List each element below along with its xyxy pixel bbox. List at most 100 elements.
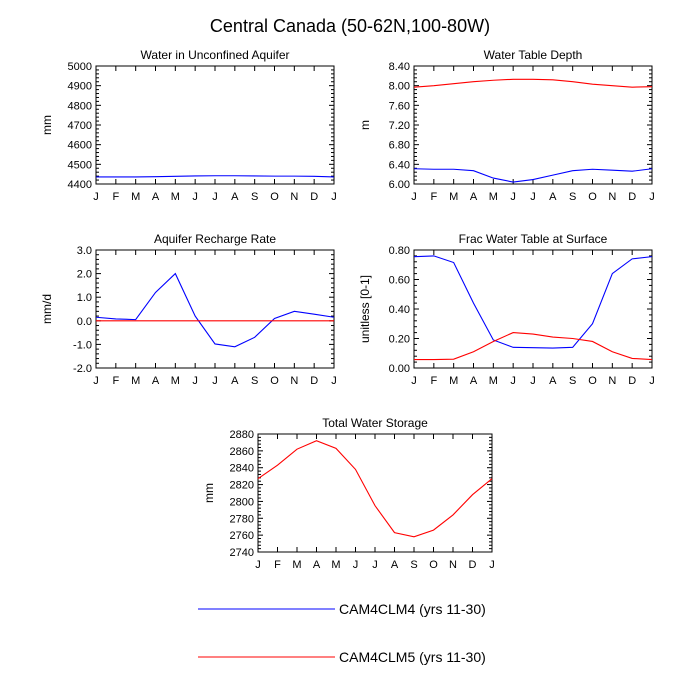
x-tick-label: D bbox=[310, 191, 318, 203]
y-tick-label: 2.0 bbox=[77, 269, 92, 281]
x-tick-label: M bbox=[171, 375, 180, 387]
x-tick-label: F bbox=[112, 191, 119, 203]
x-tick-label: F bbox=[430, 375, 437, 387]
x-tick-label: N bbox=[608, 375, 616, 387]
panel-water-table-depth: Water Table Depth m 6.00 6.40 6.80 7.20 7.60 8.… bbox=[358, 48, 655, 203]
x-tick-label: A bbox=[470, 191, 478, 203]
series-line-cam4clm5 bbox=[257, 440, 493, 538]
x-tick-label: M bbox=[131, 191, 140, 203]
y-tick-label: 0.40 bbox=[389, 304, 410, 316]
x-tick-label: S bbox=[569, 191, 576, 203]
x-tick-label: S bbox=[410, 559, 417, 571]
legend-label-cam4clm5: CAM4CLM5 (yrs 11-30) bbox=[339, 649, 486, 665]
x-tick-label: O bbox=[588, 375, 597, 387]
y-tick-label: 3.0 bbox=[77, 245, 92, 257]
panel-title: Water Table Depth bbox=[484, 48, 583, 62]
x-tick-label: J bbox=[530, 191, 536, 203]
y-tick-label: 2840 bbox=[230, 463, 254, 475]
y-tick-label: 0.00 bbox=[389, 363, 410, 375]
x-tick-label: J bbox=[331, 191, 337, 203]
x-tick-label: J bbox=[353, 559, 359, 571]
y-tick-label: 0.80 bbox=[389, 245, 410, 257]
panel-title: Total Water Storage bbox=[322, 416, 428, 430]
x-tick-label: J bbox=[192, 375, 198, 387]
panel-title: Aquifer Recharge Rate bbox=[154, 232, 276, 246]
x-tick-label: M bbox=[171, 191, 180, 203]
panel-title: Frac Water Table at Surface bbox=[459, 232, 608, 246]
y-tick-label: 7.20 bbox=[389, 120, 410, 132]
x-tick-label: O bbox=[588, 191, 597, 203]
y-tick-label: 1.0 bbox=[77, 292, 92, 304]
y-tick-label: 6.40 bbox=[389, 159, 410, 171]
legend: CAM4CLM4 (yrs 11-30) CAM4CLM5 (yrs 11-30… bbox=[198, 601, 486, 665]
x-tick-label: M bbox=[489, 191, 498, 203]
x-tick-label: F bbox=[274, 559, 281, 571]
x-tick-label: N bbox=[290, 191, 298, 203]
x-tick-label: O bbox=[270, 375, 279, 387]
x-tick-label: M bbox=[449, 191, 458, 203]
y-tick-label: 4700 bbox=[68, 120, 92, 132]
y-tick-label: 8.40 bbox=[389, 61, 410, 73]
series-line-cam4clm4 bbox=[96, 175, 335, 178]
x-tick-label: D bbox=[628, 191, 636, 203]
y-tick-label: 2760 bbox=[230, 530, 254, 542]
x-tick-label: A bbox=[549, 191, 557, 203]
series-line-cam4clm4 bbox=[413, 255, 653, 349]
x-tick-label: J bbox=[255, 559, 261, 571]
panel-water-in-unconfined-aquifer: Water in Unconfined Aquifer mm 4400 4500 460… bbox=[40, 48, 337, 203]
y-tick-label: 5000 bbox=[68, 61, 92, 73]
x-tick-label: J bbox=[192, 191, 198, 203]
x-tick-label: J bbox=[372, 559, 378, 571]
y-tick-label: 2880 bbox=[230, 429, 254, 441]
y-tick-label: 0.60 bbox=[389, 275, 410, 287]
series-line-cam4clm4 bbox=[95, 272, 335, 348]
series-line-cam4clm5 bbox=[414, 332, 653, 361]
y-tick-label: 8.00 bbox=[389, 81, 410, 93]
x-tick-label: J bbox=[510, 191, 516, 203]
x-tick-label: A bbox=[152, 191, 160, 203]
x-tick-label: N bbox=[449, 559, 457, 571]
series-line-cam4clm5 bbox=[413, 78, 653, 88]
y-tick-label: 7.60 bbox=[389, 100, 410, 112]
x-tick-label: A bbox=[391, 559, 399, 571]
x-tick-label: M bbox=[489, 375, 498, 387]
x-tick-label: J bbox=[510, 375, 516, 387]
x-tick-label: J bbox=[93, 375, 99, 387]
x-tick-label: J bbox=[212, 375, 218, 387]
y-tick-label: 2860 bbox=[230, 446, 254, 458]
y-tick-label: 6.00 bbox=[389, 179, 410, 191]
y-tick-label: 0.0 bbox=[77, 316, 92, 328]
x-tick-label: A bbox=[152, 375, 160, 387]
panel-total-water-storage: Total Water Storage mm 2740 2760 2780 2800 282… bbox=[202, 416, 495, 571]
panel-aquifer-recharge-rate: Aquifer Recharge Rate mm/d -2.0 -1.0 0.0 1.0 2… bbox=[40, 232, 337, 387]
y-tick-label: -1.0 bbox=[73, 339, 92, 351]
x-tick-label: S bbox=[251, 191, 258, 203]
x-tick-label: D bbox=[469, 559, 477, 571]
x-tick-label: J bbox=[649, 375, 655, 387]
y-tick-label: 4600 bbox=[68, 140, 92, 152]
x-tick-label: D bbox=[628, 375, 636, 387]
y-tick-label: 4400 bbox=[68, 179, 92, 191]
y-tick-label: 4500 bbox=[68, 159, 92, 171]
y-tick-label: 0.20 bbox=[389, 334, 410, 346]
x-tick-label: M bbox=[131, 375, 140, 387]
x-tick-label: N bbox=[290, 375, 298, 387]
x-tick-label: J bbox=[411, 375, 417, 387]
x-tick-label: F bbox=[112, 375, 119, 387]
y-axis-label: mm/d bbox=[40, 294, 54, 324]
panel-frac-water-table-at-surface: Frac Water Table at Surface unitless [0-1… bbox=[358, 232, 655, 387]
x-tick-label: M bbox=[331, 559, 340, 571]
x-tick-label: S bbox=[251, 375, 258, 387]
x-tick-label: J bbox=[93, 191, 99, 203]
x-tick-label: A bbox=[313, 559, 321, 571]
y-tick-label: -2.0 bbox=[73, 363, 92, 375]
legend-label-cam4clm4: CAM4CLM4 (yrs 11-30) bbox=[339, 601, 486, 617]
y-axis-label: mm bbox=[40, 115, 54, 135]
x-tick-label: J bbox=[649, 191, 655, 203]
x-tick-label: J bbox=[489, 559, 495, 571]
x-tick-label: F bbox=[430, 191, 437, 203]
y-tick-label: 4900 bbox=[68, 81, 92, 93]
y-tick-label: 2740 bbox=[230, 547, 254, 559]
x-tick-label: O bbox=[270, 191, 279, 203]
